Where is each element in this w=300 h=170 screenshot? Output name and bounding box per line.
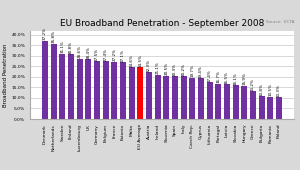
Text: 24.6%: 24.6% [130, 54, 134, 67]
Text: 19.7%: 19.7% [190, 64, 194, 77]
Text: 27.5%: 27.5% [95, 48, 99, 61]
Bar [276, 97, 282, 119]
Bar [259, 96, 265, 119]
Bar [241, 86, 247, 119]
Bar [85, 59, 92, 119]
Bar [137, 67, 143, 119]
Text: 20.5%: 20.5% [164, 62, 168, 75]
Text: 28.6%: 28.6% [78, 45, 82, 58]
Text: 27.2%: 27.2% [112, 48, 116, 61]
Text: 16.7%: 16.7% [216, 71, 220, 83]
Text: 30.8%: 30.8% [69, 41, 73, 54]
Bar [207, 82, 213, 119]
Bar [163, 76, 170, 119]
Bar [146, 72, 152, 119]
Text: 10.8%: 10.8% [260, 83, 264, 96]
Text: 20.2%: 20.2% [182, 63, 186, 76]
Text: 27.1%: 27.1% [121, 49, 125, 62]
Bar [250, 91, 256, 119]
Text: 28.4%: 28.4% [86, 46, 90, 59]
Text: 37.2%: 37.2% [43, 27, 47, 40]
Bar [111, 62, 117, 119]
Bar [129, 67, 135, 119]
Text: 21.1%: 21.1% [156, 61, 160, 74]
Bar [224, 84, 230, 119]
Text: 15.9%: 15.9% [242, 72, 246, 85]
Text: 19.4%: 19.4% [199, 65, 203, 78]
Text: 31.1%: 31.1% [60, 40, 64, 53]
Bar [42, 41, 48, 119]
Bar [172, 76, 178, 119]
Bar [267, 97, 273, 119]
Bar [189, 78, 195, 119]
Bar [232, 85, 239, 119]
Text: 22.3%: 22.3% [147, 59, 151, 72]
Text: 20.3%: 20.3% [173, 63, 177, 76]
Bar [103, 61, 109, 119]
Bar [51, 44, 57, 119]
Y-axis label: Broadband Penetration: Broadband Penetration [4, 43, 8, 107]
Text: 17.4%: 17.4% [208, 69, 212, 82]
Text: 16.5%: 16.5% [225, 71, 229, 84]
Bar [120, 62, 126, 119]
Text: Source:  ECTA: Source: ECTA [266, 20, 294, 23]
Bar [215, 84, 221, 119]
Bar [198, 78, 204, 119]
Text: 10.5%: 10.5% [268, 84, 272, 97]
Bar [77, 59, 83, 119]
Text: 35.8%: 35.8% [52, 30, 56, 43]
Bar [181, 76, 187, 119]
Text: 10.3%: 10.3% [277, 84, 281, 97]
Bar [68, 54, 74, 119]
Bar [59, 54, 65, 119]
Text: 16.1%: 16.1% [234, 72, 238, 85]
Title: EU Broadband Penetration - September 2008: EU Broadband Penetration - September 200… [60, 19, 264, 28]
Text: 24.5%: 24.5% [138, 54, 142, 67]
Bar [94, 61, 100, 119]
Text: 13.2%: 13.2% [251, 78, 255, 91]
Bar [154, 75, 161, 119]
Text: 27.4%: 27.4% [104, 48, 108, 61]
